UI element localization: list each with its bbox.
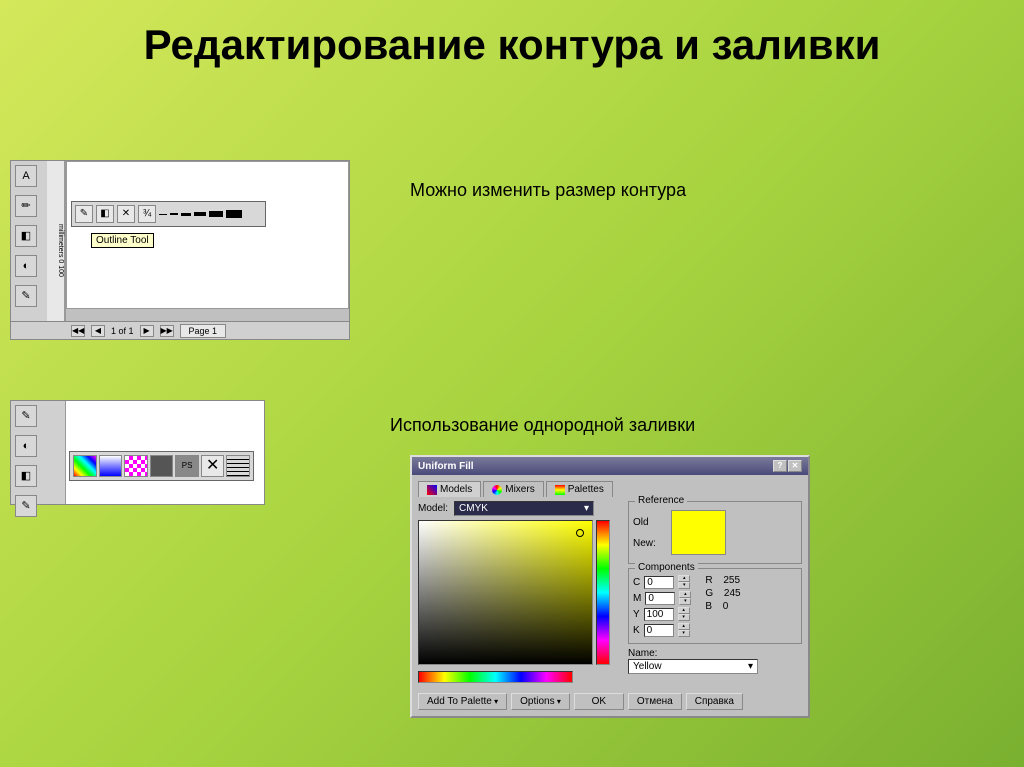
- tab-models[interactable]: Models: [418, 481, 481, 497]
- m-input[interactable]: 0: [645, 592, 675, 605]
- r-value: 255: [723, 575, 740, 586]
- tool-fill-2[interactable]: ◧: [15, 465, 37, 487]
- tool-fill[interactable]: ◐: [15, 255, 37, 277]
- outline-flyout-toolbar: ✎ ◧ ✕ ¾: [71, 201, 266, 227]
- b-value: 0: [723, 601, 729, 612]
- texture-fill-icon[interactable]: [150, 455, 174, 477]
- thickness-6[interactable]: [226, 210, 242, 218]
- add-to-palette-button[interactable]: Add To Palette: [418, 693, 507, 710]
- k-down-icon[interactable]: ▾: [678, 630, 690, 637]
- hairline-icon[interactable]: ¾: [138, 205, 156, 223]
- cancel-button[interactable]: Отмена: [628, 693, 682, 710]
- g-label: G: [705, 588, 713, 599]
- thickness-5[interactable]: [209, 211, 223, 217]
- uniform-fill-dialog: Uniform Fill ? ✕ Models Mixers Palettes …: [410, 455, 810, 718]
- uniform-fill-icon[interactable]: [73, 455, 97, 477]
- r-label: R: [705, 575, 712, 586]
- thickness-3[interactable]: [181, 213, 191, 216]
- caption-fill: Использование однородной заливки: [390, 415, 695, 436]
- thickness-2[interactable]: [170, 213, 178, 215]
- components-label: Components: [635, 562, 698, 573]
- model-dropdown[interactable]: CMYK▾: [454, 501, 594, 516]
- fill-docker-icon[interactable]: [226, 455, 250, 477]
- fountain-fill-icon[interactable]: [99, 455, 123, 477]
- k-input[interactable]: 0: [644, 624, 674, 637]
- tab-mixers[interactable]: Mixers: [483, 481, 543, 497]
- color-field[interactable]: [418, 520, 593, 665]
- tool-outline[interactable]: ◧: [15, 225, 37, 247]
- old-label: Old: [633, 517, 663, 528]
- screenshot-outline-toolbar: A ✏ ◧ ◐ ✎ millimeters 0 100 ✎ ◧ ✕ ¾ Outl…: [10, 160, 350, 340]
- m-up-icon[interactable]: ▴: [679, 591, 691, 598]
- toolbox-sidebar: A ✏ ◧ ◐ ✎ millimeters 0 100: [11, 161, 66, 339]
- thickness-4[interactable]: [194, 212, 206, 216]
- tool-outline-2[interactable]: ◐: [15, 435, 37, 457]
- m-down-icon[interactable]: ▾: [679, 598, 691, 605]
- hue-slider[interactable]: [596, 520, 610, 665]
- y-label: Y: [633, 609, 640, 620]
- hue-slider-horizontal[interactable]: [418, 671, 573, 683]
- tooltip-outline-tool: Outline Tool: [91, 233, 154, 248]
- g-value: 245: [724, 588, 741, 599]
- options-button[interactable]: Options: [511, 693, 570, 710]
- c-down-icon[interactable]: ▾: [678, 582, 690, 589]
- ok-button[interactable]: OK: [574, 693, 624, 710]
- y-down-icon[interactable]: ▾: [678, 614, 690, 621]
- caption-outline: Можно изменить размер контура: [410, 180, 686, 201]
- name-label: Name:: [628, 648, 657, 659]
- k-label: K: [633, 625, 640, 636]
- close-icon[interactable]: ✕: [788, 460, 802, 472]
- palettes-icon: [555, 485, 565, 495]
- nav-next-icon[interactable]: ▶: [140, 325, 154, 337]
- c-input[interactable]: 0: [644, 576, 674, 589]
- y-up-icon[interactable]: ▴: [678, 607, 690, 614]
- dialog-tabs: Models Mixers Palettes: [418, 481, 802, 497]
- help-icon[interactable]: ?: [773, 460, 787, 472]
- models-icon: [427, 485, 437, 495]
- page-tab[interactable]: Page 1: [180, 324, 227, 338]
- reference-group: Reference Old New:: [628, 501, 802, 564]
- nav-first-icon[interactable]: ◀◀: [71, 325, 85, 337]
- components-group: Components C 0 ▴▾ M 0 ▴▾: [628, 568, 802, 644]
- c-up-icon[interactable]: ▴: [678, 575, 690, 582]
- tool-interactive-2[interactable]: ✎: [15, 495, 37, 517]
- slide-title: Редактирование контура и заливки: [0, 0, 1024, 70]
- toolbox-sidebar-2: ✎ ◐ ◧ ✎: [11, 401, 66, 504]
- new-label: New:: [633, 538, 663, 549]
- help-button[interactable]: Справка: [686, 693, 743, 710]
- dialog-title: Uniform Fill: [418, 461, 474, 472]
- no-outline-icon[interactable]: ✕: [117, 205, 135, 223]
- outline-pen-icon[interactable]: ✎: [75, 205, 93, 223]
- b-label: B: [705, 601, 712, 612]
- pattern-fill-icon[interactable]: [124, 455, 148, 477]
- k-up-icon[interactable]: ▴: [678, 623, 690, 630]
- dialog-titlebar[interactable]: Uniform Fill ? ✕: [412, 457, 808, 475]
- model-label: Model:: [418, 503, 448, 514]
- outline-color-icon[interactable]: ◧: [96, 205, 114, 223]
- vertical-ruler: millimeters 0 100: [47, 161, 65, 339]
- screenshot-fill-toolbar: ✎ ◐ ◧ ✎ PS ✕: [10, 400, 265, 505]
- no-fill-icon[interactable]: ✕: [201, 455, 225, 477]
- tab-palettes[interactable]: Palettes: [546, 481, 613, 497]
- tool-text[interactable]: A: [15, 165, 37, 187]
- thickness-1[interactable]: [159, 214, 167, 215]
- mixers-icon: [492, 485, 502, 495]
- page-counter: 1 of 1: [111, 326, 134, 336]
- tool-pen-2[interactable]: ✎: [15, 405, 37, 427]
- c-label: C: [633, 577, 640, 588]
- m-label: M: [633, 593, 641, 604]
- color-marker-icon: [576, 529, 584, 537]
- name-dropdown[interactable]: Yellow▾: [628, 659, 758, 674]
- postscript-fill-icon[interactable]: PS: [175, 455, 199, 477]
- reference-swatch: [671, 510, 726, 555]
- tool-interactive[interactable]: ✎: [15, 285, 37, 307]
- tool-pen[interactable]: ✏: [15, 195, 37, 217]
- y-input[interactable]: 100: [644, 608, 674, 621]
- fill-flyout-toolbar: PS ✕: [69, 451, 254, 481]
- nav-prev-icon[interactable]: ◀: [91, 325, 105, 337]
- reference-label: Reference: [635, 495, 687, 506]
- nav-last-icon[interactable]: ▶▶: [160, 325, 174, 337]
- page-navigator: ◀◀ ◀ 1 of 1 ▶ ▶▶ Page 1: [11, 321, 349, 339]
